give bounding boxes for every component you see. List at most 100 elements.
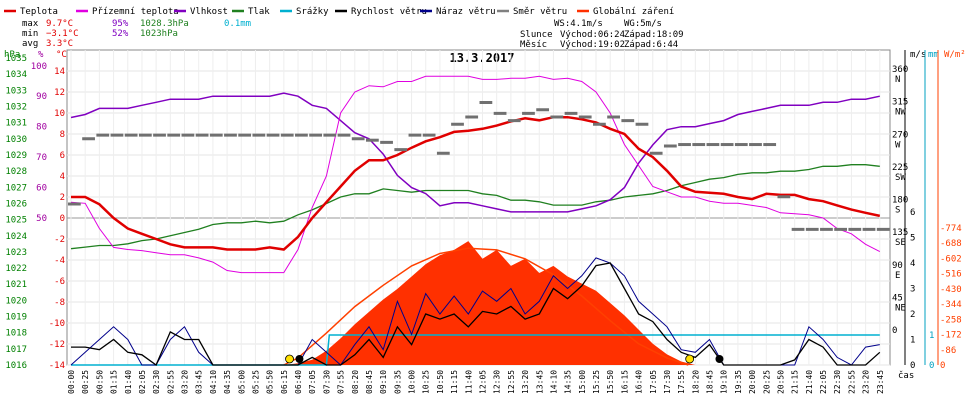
stat-min-label: min [22, 29, 38, 39]
x-tick-label: 05:25 [251, 370, 260, 394]
wind-direction-point [309, 133, 322, 137]
x-tick-label: 15:00 [578, 370, 587, 394]
temperature-tick-label: 10 [54, 109, 65, 119]
wind-direction-point [323, 133, 337, 137]
wind-direction-point [110, 133, 124, 137]
x-tick-label: 02:30 [152, 370, 161, 394]
wind-direction-point [436, 151, 450, 155]
wind-direction-point [848, 227, 862, 231]
direction-name-label: NW [895, 108, 906, 118]
lines-layer [68, 75, 890, 367]
x-tick-label: 04:35 [223, 370, 232, 394]
x-tick-label: 19:10 [720, 370, 729, 394]
wind-direction-point [181, 133, 195, 137]
direction-name-label: SW [895, 173, 906, 183]
x-tick-label: 22:05 [819, 370, 828, 394]
legend-label: Tlak [248, 7, 270, 17]
legend-label: Globální záření [593, 7, 674, 17]
wind-direction-point [621, 119, 635, 123]
temperature-tick-label: 14 [54, 67, 65, 77]
x-tick-label: 11:15 [450, 370, 459, 394]
x-tick-label: 20:25 [762, 370, 771, 394]
wind-direction-point [734, 143, 748, 147]
temperature-tick-label: -6 [54, 277, 65, 287]
stat-min-hum: 52% [112, 29, 129, 39]
info-wg: WG:5m/s [624, 19, 662, 29]
stat-max-hum: 95% [112, 19, 129, 29]
rain-unit-label: mm [928, 50, 939, 60]
x-tick-label: 19:35 [734, 370, 743, 394]
wind-direction-point [280, 133, 294, 137]
x-tick-label: 17:05 [649, 370, 658, 394]
direction-name-label: SE [895, 238, 906, 248]
x-tick-label: 04:10 [209, 370, 218, 394]
x-tick-label: 23:20 [862, 370, 871, 394]
pressure-tick-label: 1023 [5, 248, 27, 258]
temperature-tick-label: 4 [60, 172, 65, 182]
direction-tick-label: 135 [892, 228, 908, 238]
wind-direction-point [522, 111, 535, 115]
direction-name-label: N [895, 75, 900, 85]
wind-direction-point [635, 122, 649, 126]
wind-direction-point [238, 133, 252, 137]
x-unit-label: čas [898, 370, 914, 381]
wind-direction-point [720, 143, 734, 147]
temperature-tick-label: 8 [60, 130, 65, 140]
temperature-tick-label: 12 [54, 88, 65, 98]
x-tick-label: 01:40 [124, 370, 133, 394]
humidity-tick-label: 60 [36, 184, 47, 194]
wind-direction-point [68, 202, 81, 206]
wind-direction-point [209, 133, 223, 137]
stats-block: max 9.7°C 95% 1028.3hPa 0.1mm min −3.1°C… [22, 19, 251, 49]
x-tick-label: 09:10 [379, 370, 388, 394]
wind-tick-label: 1 [910, 336, 915, 346]
pressure-tick-label: 1022 [5, 264, 27, 274]
axes-layer: 1016101710181019102010211022102310241025… [5, 50, 962, 394]
radiation-tick-label: -688 [940, 239, 962, 249]
stat-max-press: 1028.3hPa [140, 19, 189, 29]
temperature-tick-label: -4 [54, 256, 65, 266]
info-moon-set: Západ:6:44 [624, 40, 678, 50]
humidity-tick-label: 50 [36, 214, 47, 224]
x-tick-label: 01:15 [110, 370, 119, 394]
wind-tick-label: 0 [910, 361, 915, 371]
humidity-tick-label: 100 [31, 62, 47, 72]
stat-max-rain: 0.1mm [224, 19, 251, 29]
legend-label: Vlhkost [190, 7, 228, 17]
pressure-tick-label: 1025 [5, 216, 27, 226]
x-tick-label: 02:05 [138, 370, 147, 394]
pressure-tick-label: 1031 [5, 119, 27, 129]
astro-info: WS:4.1m/s WG:5m/s Slunce Východ:06:24 Zá… [520, 19, 684, 50]
legend: Teplota Přízemní teplota Vlhkost Tlak Srážky… [4, 7, 674, 17]
temperature-tick-label: 2 [60, 193, 65, 203]
direction-tick-label: 45 [892, 293, 903, 303]
wind-direction-point [564, 111, 578, 115]
pressure-tick-label: 1027 [5, 183, 27, 193]
pressure-unit-label: hPa [4, 50, 20, 60]
wind-tick-label: 4 [910, 259, 915, 269]
x-tick-label: 17:30 [663, 370, 672, 394]
wind-direction-point [408, 133, 422, 137]
temperature-tick-label: -8 [54, 298, 65, 308]
wind-direction-point [124, 133, 138, 137]
series-wind-speed [71, 262, 881, 367]
wind-unit-label: m/s [910, 50, 926, 60]
x-tick-label: 12:55 [507, 370, 516, 394]
wind-direction-point [167, 133, 181, 137]
x-tick-label: 20:00 [748, 370, 757, 394]
x-tick-label: 05:00 [237, 370, 246, 394]
pressure-tick-label: 1026 [5, 199, 27, 209]
wind-direction-point [96, 133, 110, 137]
wind-direction-point [862, 227, 876, 231]
wind-direction-point [82, 137, 95, 141]
direction-tick-label: 0 [892, 326, 897, 336]
wind-direction-point [777, 195, 791, 199]
pressure-tick-label: 1024 [5, 232, 27, 242]
x-tick-label: 16:40 [635, 370, 644, 394]
info-moon-rise: Východ:19:02 [560, 40, 625, 50]
wind-direction-point [550, 115, 564, 119]
pressure-tick-label: 1033 [5, 86, 27, 96]
wind-direction-point [422, 133, 436, 137]
wind-direction-point [507, 119, 521, 123]
wind-tick-label: 6 [910, 208, 915, 218]
